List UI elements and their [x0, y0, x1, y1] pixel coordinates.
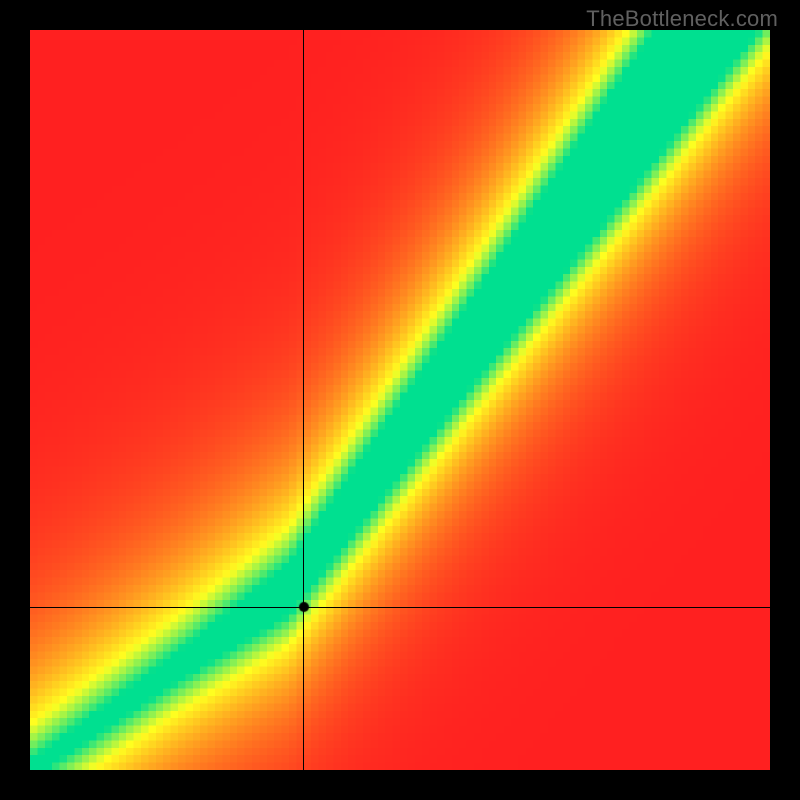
chart-container: TheBottleneck.com — [0, 0, 800, 800]
watermark-text: TheBottleneck.com — [586, 6, 778, 32]
bottleneck-heatmap — [30, 30, 770, 770]
